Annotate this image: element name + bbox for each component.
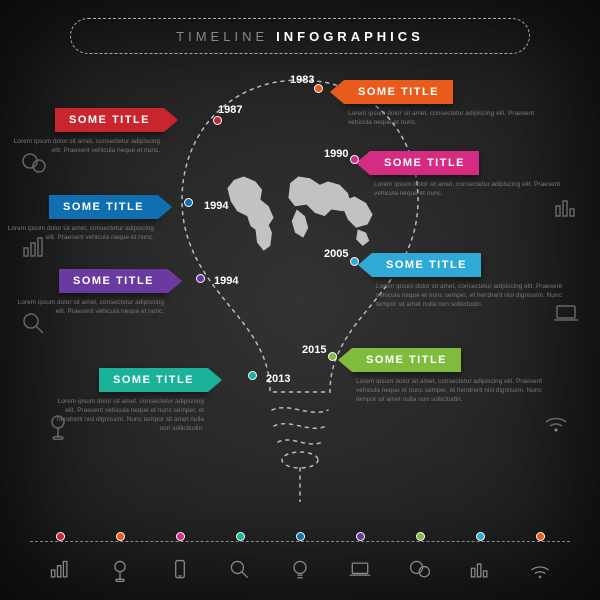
entry-description: Lorem ipsum dolor sit amet, consectetur … xyxy=(48,397,208,433)
entry-description: Lorem ipsum dolor sit amet, consectetur … xyxy=(372,282,572,309)
bottom-item xyxy=(168,537,192,582)
entry-year: 1994 xyxy=(214,275,238,287)
entry-year: 2005 xyxy=(324,248,348,260)
entry-dot xyxy=(328,352,337,361)
header-bold: INFOGRAPHICS xyxy=(276,29,424,44)
entry-year: 2015 xyxy=(302,344,326,356)
bottom-item xyxy=(348,537,372,582)
entry-dot xyxy=(184,198,193,207)
search-icon xyxy=(20,310,48,338)
entry-dot xyxy=(314,84,323,93)
bottom-dot xyxy=(476,532,485,541)
bottom-dot xyxy=(236,532,245,541)
entry-tag: SOME TITLE xyxy=(370,151,479,175)
entry-tag: SOME TITLE xyxy=(344,80,453,104)
entry-dot xyxy=(350,155,359,164)
entry-description: Lorem ipsum dolor sit amet, consectetur … xyxy=(344,109,544,127)
entry-year: 1983 xyxy=(290,74,314,86)
entry-description: Lorem ipsum dolor sit amet, consectetur … xyxy=(370,180,570,198)
pin-icon xyxy=(108,558,132,582)
entry-year: 1990 xyxy=(324,148,348,160)
entry-dot xyxy=(196,274,205,283)
chart-icon xyxy=(48,558,72,582)
entry-year: 1994 xyxy=(204,200,228,212)
entry-dot xyxy=(248,371,257,380)
timeline-entry: SOME TITLELorem ipsum dolor sit amet, co… xyxy=(4,108,164,155)
bulb-icon xyxy=(288,558,312,582)
entry-year: 2013 xyxy=(266,373,290,385)
chat-icon xyxy=(20,150,48,178)
timeline-entry: SOME TITLE Lorem ipsum dolor sit amet, co… xyxy=(370,151,570,198)
pin-icon xyxy=(44,412,72,440)
bottom-dot xyxy=(416,532,425,541)
chart-icon xyxy=(20,234,48,262)
chat-icon xyxy=(408,558,432,582)
entry-tag: SOME TITLE xyxy=(352,348,461,372)
phone-icon xyxy=(168,558,192,582)
search-icon xyxy=(228,558,252,582)
entry-tag: SOME TITLE xyxy=(99,368,208,392)
bottom-dot xyxy=(116,532,125,541)
entry-description: Lorem ipsum dolor sit amet, consectetur … xyxy=(352,377,552,404)
bars-icon xyxy=(552,194,580,222)
bottom-item xyxy=(528,537,552,582)
bars-icon xyxy=(468,558,492,582)
timeline-entry: SOME TITLE Lorem ipsum dolor sit amet, co… xyxy=(344,80,544,127)
bottom-dot xyxy=(356,532,365,541)
entry-tag: SOME TITLE xyxy=(55,108,164,132)
wifi-icon xyxy=(542,408,570,436)
entry-tag: SOME TITLE xyxy=(49,195,158,219)
entry-tag: SOME TITLE xyxy=(59,269,168,293)
entry-dot xyxy=(213,116,222,125)
bottom-dot xyxy=(536,532,545,541)
timeline-entry: SOME TITLE Lorem ipsum dolor sit amet, co… xyxy=(352,348,552,404)
entry-tag: SOME TITLE xyxy=(372,253,481,277)
laptop-icon xyxy=(552,300,580,328)
timeline-entry: SOME TITLE Lorem ipsum dolor sit amet, co… xyxy=(48,368,208,433)
bottom-dot xyxy=(296,532,305,541)
entry-year: 1987 xyxy=(218,104,242,116)
bottom-item xyxy=(108,537,132,582)
bottom-item xyxy=(408,537,432,582)
timeline-entry: SOME TITLE Lorem ipsum dolor sit amet, co… xyxy=(372,253,572,309)
world-map-icon xyxy=(218,165,383,256)
header-banner: TIMELINE INFOGRAPHICS xyxy=(70,18,530,54)
bottom-dot xyxy=(56,532,65,541)
bottom-item xyxy=(48,537,72,582)
header-thin: TIMELINE xyxy=(176,29,268,44)
bottom-item xyxy=(288,537,312,582)
bottom-icon-row xyxy=(30,537,570,582)
laptop-icon xyxy=(348,558,372,582)
bottom-item xyxy=(228,537,252,582)
bottom-dot xyxy=(176,532,185,541)
wifi-icon xyxy=(528,558,552,582)
entry-dot xyxy=(350,257,359,266)
bottom-item xyxy=(468,537,492,582)
